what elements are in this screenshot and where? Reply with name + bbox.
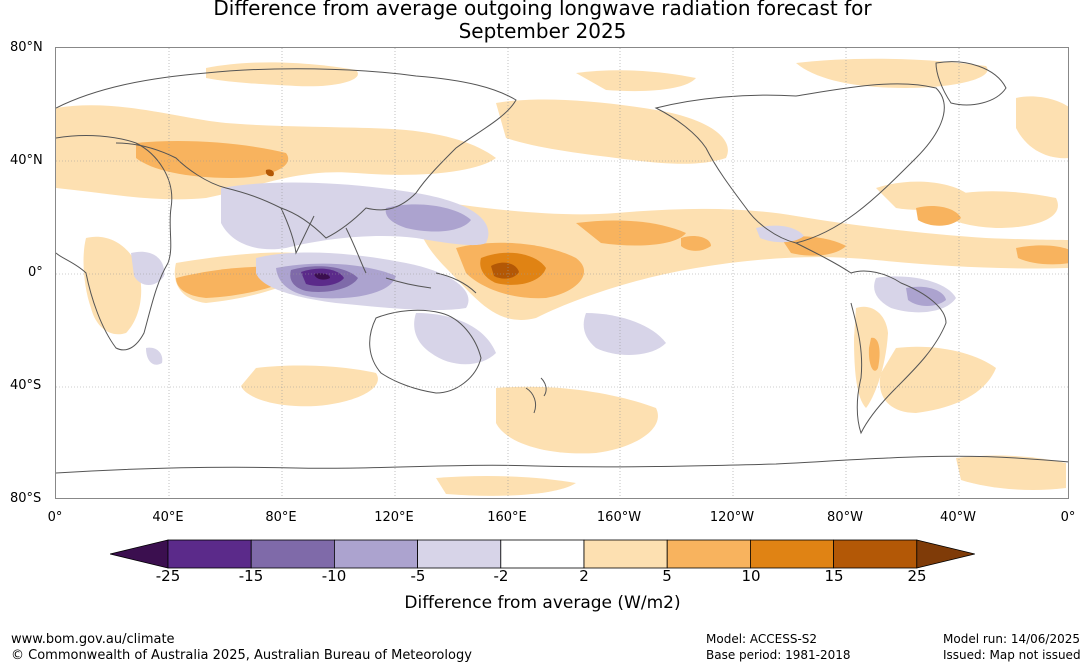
lon-label-40w: 40°W [940, 510, 976, 525]
lon-label-120e: 120°E [374, 510, 414, 525]
footer-model-run: Model run: 14/06/2025 [943, 632, 1081, 646]
lat-label-40s: 40°S [10, 378, 42, 393]
colorbar-cell-low-extend [110, 539, 169, 569]
title-line-1: Difference from average outgoing longwav… [213, 0, 872, 20]
colorbar-tick: -10 [321, 567, 347, 585]
footer-model: Model: ACCESS-S2 [706, 632, 818, 646]
anomaly-negative-below-25 [314, 273, 330, 280]
colorbar-cell-high-extend [916, 539, 975, 569]
colorbar-tick: -5 [410, 567, 426, 585]
colorbar-cell [666, 539, 751, 569]
lon-label-160w: 160°W [596, 510, 642, 525]
colorbar-cell [833, 539, 918, 569]
footer-copyright: © Commonwealth of Australia 2025, Austra… [11, 648, 472, 663]
colorbar-tick: 10 [741, 567, 761, 585]
map-canvas [56, 48, 1068, 498]
lat-label-equator: 0° [28, 265, 43, 280]
lon-label-40e: 40°E [152, 510, 184, 525]
colorbar-tick: 5 [662, 567, 672, 585]
anomaly-positive-5-10 [136, 141, 1068, 371]
colorbar-tick: -2 [493, 567, 509, 585]
colorbar-cell [750, 539, 835, 569]
lon-label-120w: 120°W [709, 510, 755, 525]
colorbar-cell [500, 539, 585, 569]
graticule [56, 48, 1068, 498]
footer-base-period: Base period: 1981-2018 [706, 648, 851, 662]
lon-label-0-right: 0° [1060, 510, 1076, 525]
colorbar-cell [167, 539, 252, 569]
lon-label-80e: 80°E [265, 510, 297, 525]
colorbar-tick: 15 [824, 567, 844, 585]
title-line-2: September 2025 [458, 19, 627, 43]
olr-anomaly-map [55, 47, 1069, 499]
colorbar-tick: 2 [579, 567, 589, 585]
map-title: Difference from average outgoing longwav… [0, 0, 1085, 43]
coastlines [56, 61, 1068, 474]
colorbar-tick: -25 [155, 567, 181, 585]
lon-label-160e: 160°E [487, 510, 527, 525]
lon-label-0: 0° [47, 510, 63, 525]
colorbar-cell [417, 539, 502, 569]
colorbar-tick: 25 [907, 567, 927, 585]
colorbar-tick: -15 [238, 567, 264, 585]
lat-label-40n: 40°N [10, 153, 43, 168]
colorbar-label: Difference from average (W/m2) [404, 593, 681, 613]
anomaly-positive-15-25 [265, 169, 519, 279]
colorbar-cell [583, 539, 668, 569]
lon-label-80w: 80°W [827, 510, 863, 525]
lat-label-80s: 80°S [10, 491, 42, 506]
footer-website[interactable]: www.bom.gov.au/climate [11, 632, 175, 647]
colorbar-cell [250, 539, 335, 569]
colorbar-cell [333, 539, 418, 569]
footer-issued: Issued: Map not issued [943, 648, 1081, 662]
colorbar [110, 539, 975, 569]
lat-label-80n: 80°N [10, 40, 43, 55]
